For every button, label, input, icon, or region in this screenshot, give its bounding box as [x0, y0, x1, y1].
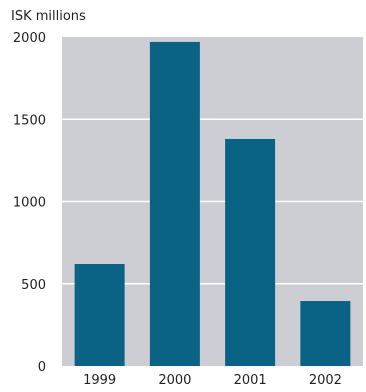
y-tick-label: 2000: [13, 31, 46, 46]
x-tick-label: 2001: [234, 373, 267, 388]
y-tick-label: 0: [38, 360, 46, 375]
bars: [74, 41, 351, 367]
y-tick-label: 1000: [13, 196, 46, 211]
bar-2001: [225, 138, 276, 366]
y-axis-label: ISK millions: [11, 9, 86, 24]
x-tick-labels: 1999 2000 2001 2002: [83, 373, 342, 388]
y-tick-label: 500: [21, 278, 46, 293]
x-tick-label: 2002: [309, 373, 342, 388]
bar-2002: [300, 301, 351, 366]
bar-1999: [74, 264, 125, 366]
y-tick-label: 1500: [13, 113, 46, 128]
x-tick-label: 1999: [83, 373, 116, 388]
y-tick-labels: 0 500 1000 1500 2000: [13, 31, 46, 375]
bar-2000: [149, 41, 200, 367]
x-tick-label: 2000: [158, 373, 191, 388]
